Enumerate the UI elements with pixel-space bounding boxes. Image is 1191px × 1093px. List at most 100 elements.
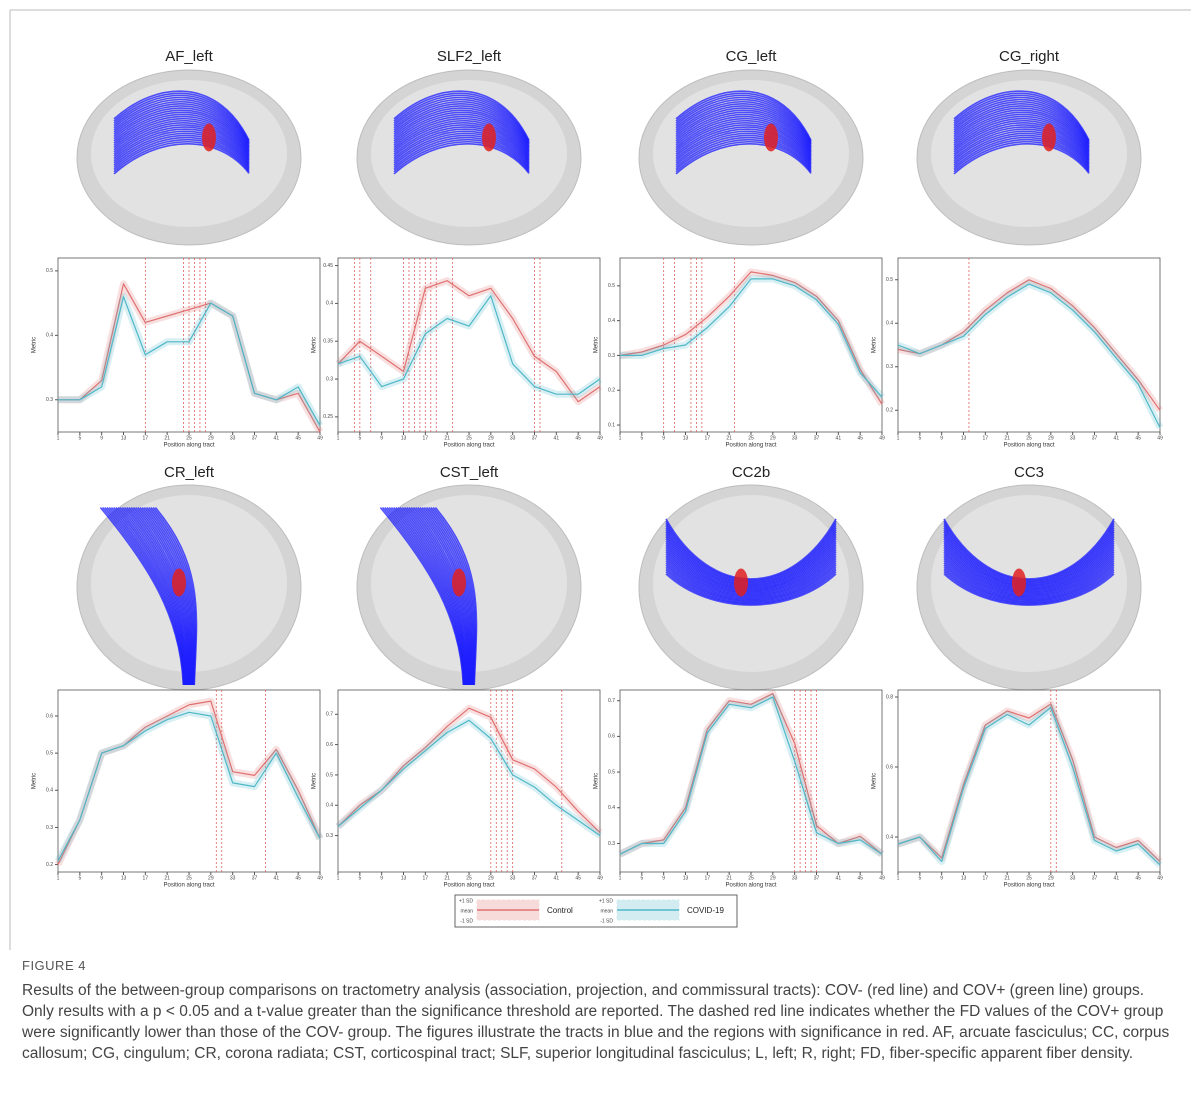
y-axis-label: Metric [594, 337, 600, 353]
y-tick-label: 0.3 [608, 353, 615, 359]
significant-region [482, 124, 496, 152]
y-tick-label: 0.4 [326, 301, 333, 307]
x-tick-label: 37 [532, 875, 538, 881]
series-line [620, 694, 882, 855]
x-tick-label: 9 [662, 435, 665, 441]
x-tick-label: 33 [1070, 875, 1076, 881]
x-tick-label: 17 [705, 435, 711, 441]
x-tick-label: 45 [857, 435, 863, 441]
x-tick-label: 49 [879, 435, 885, 441]
x-tick-label: 41 [836, 435, 842, 441]
x-axis-label: Position along tract [443, 443, 494, 449]
panel-title: SLF2_left [437, 48, 502, 65]
x-tick-label: 13 [121, 435, 127, 441]
x-tick-label: 25 [186, 435, 192, 441]
x-tick-label: 49 [1157, 875, 1163, 881]
x-tick-label: 17 [983, 875, 989, 881]
y-axis-label: Metric [312, 773, 318, 789]
y-tick-label: 0.3 [608, 841, 615, 847]
x-tick-label: 5 [640, 875, 643, 881]
x-tick-label: 45 [1135, 435, 1141, 441]
figure-label: FIGURE 4 [22, 958, 86, 973]
x-tick-label: 33 [230, 435, 236, 441]
x-tick-label: 13 [961, 435, 967, 441]
x-tick-label: 1 [337, 875, 340, 881]
y-tick-label: 0.3 [46, 397, 53, 403]
y-tick-label: 0.25 [323, 414, 333, 420]
y-axis-label: Metric [872, 773, 878, 789]
series-band [620, 694, 882, 855]
y-tick-label: 0.5 [46, 750, 53, 756]
x-tick-label: 21 [726, 875, 732, 881]
x-tick-label: 41 [1114, 435, 1120, 441]
panel-title: CC3 [1014, 464, 1044, 481]
y-axis-label: Metric [32, 337, 38, 353]
y-tick-label: 0.35 [323, 339, 333, 345]
x-tick-label: 17 [143, 435, 149, 441]
x-tick-label: 25 [748, 875, 754, 881]
x-tick-label: 13 [401, 435, 407, 441]
x-tick-label: 49 [317, 875, 323, 881]
series-band [620, 279, 882, 397]
legend-sd-label: +1 SD [459, 898, 473, 904]
series-band [58, 712, 320, 861]
x-tick-label: 1 [619, 875, 622, 881]
significant-region [452, 569, 466, 597]
y-tick-label: 0.7 [326, 712, 333, 718]
x-tick-label: 25 [466, 875, 472, 881]
y-tick-label: 0.6 [886, 764, 893, 770]
panel-title: AF_left [165, 48, 213, 65]
x-tick-label: 29 [208, 435, 214, 441]
x-tick-label: 9 [380, 875, 383, 881]
x-tick-label: 37 [532, 435, 538, 441]
y-tick-label: 0.1 [608, 422, 615, 428]
x-tick-label: 13 [961, 875, 967, 881]
x-tick-label: 1 [337, 435, 340, 441]
significant-region [1042, 124, 1056, 152]
x-tick-label: 17 [983, 435, 989, 441]
series-line [898, 708, 1160, 866]
x-tick-label: 5 [78, 875, 81, 881]
x-axis-label: Position along tract [725, 443, 776, 449]
x-tick-label: 5 [918, 435, 921, 441]
x-tick-label: 37 [1092, 875, 1098, 881]
x-tick-label: 1 [897, 875, 900, 881]
x-tick-label: 13 [401, 875, 407, 881]
y-axis-label: Metric [312, 337, 318, 353]
x-tick-label: 41 [1114, 875, 1120, 881]
x-tick-label: 9 [940, 435, 943, 441]
y-tick-label: 0.2 [886, 408, 893, 414]
x-tick-label: 21 [726, 435, 732, 441]
x-tick-label: 37 [814, 435, 820, 441]
x-tick-label: 13 [683, 875, 689, 881]
series-band [338, 708, 600, 832]
x-tick-label: 21 [1004, 435, 1010, 441]
x-tick-label: 33 [230, 875, 236, 881]
panel-title: CR_left [164, 464, 215, 481]
series-band [620, 697, 882, 854]
y-axis-label: Metric [872, 337, 878, 353]
series-band [58, 284, 320, 432]
x-tick-label: 37 [814, 875, 820, 881]
plot-frame [58, 690, 320, 872]
y-tick-label: 0.4 [46, 788, 53, 794]
y-tick-label: 0.6 [608, 734, 615, 740]
series-band [338, 720, 600, 835]
x-tick-label: 21 [444, 875, 450, 881]
x-tick-label: 21 [444, 435, 450, 441]
significant-region [202, 124, 216, 152]
significant-region [764, 124, 778, 152]
y-tick-label: 0.4 [886, 834, 893, 840]
x-tick-label: 5 [358, 435, 361, 441]
y-tick-label: 0.5 [886, 277, 893, 283]
y-tick-label: 0.3 [46, 825, 53, 831]
significant-region [172, 569, 186, 597]
x-tick-label: 21 [164, 435, 170, 441]
x-tick-label: 29 [1048, 435, 1054, 441]
x-tick-label: 25 [186, 875, 192, 881]
legend-sd-label: mean [600, 908, 613, 914]
y-tick-label: 0.5 [608, 283, 615, 289]
x-axis-label: Position along tract [725, 883, 776, 889]
y-tick-label: 0.3 [886, 364, 893, 370]
x-tick-label: 25 [1026, 435, 1032, 441]
